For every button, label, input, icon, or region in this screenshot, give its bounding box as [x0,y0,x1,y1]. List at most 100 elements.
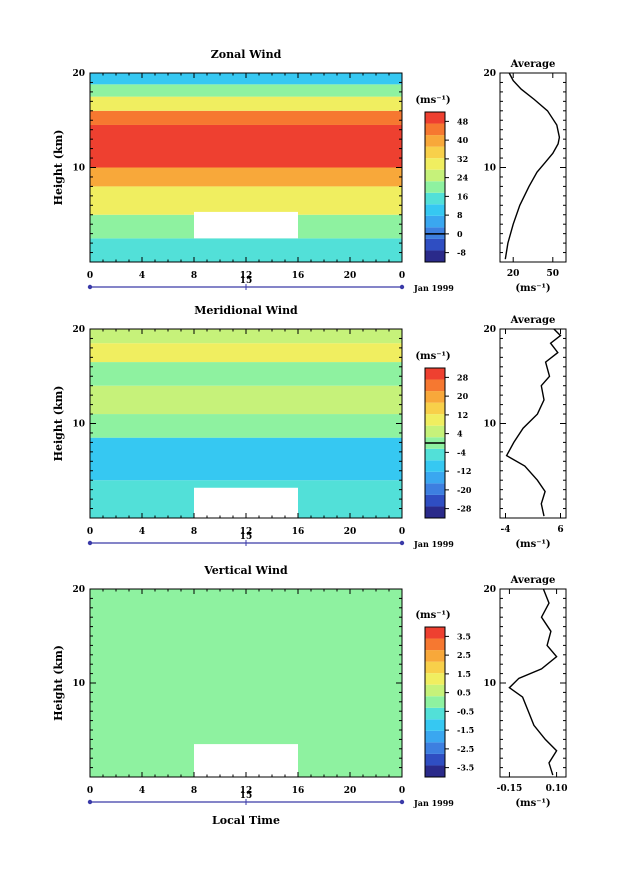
heatmap-band [90,343,402,363]
colorbar-swatch [425,379,445,392]
date-axis-start-marker [87,284,93,290]
x-tick-label: 0 [399,271,405,281]
date-axis-end-marker [399,799,405,805]
average-title: Average [510,59,556,70]
average-profile-line [505,328,562,517]
y-tick-label: 20 [72,325,85,335]
colorbar-swatch [425,730,445,743]
heatmap-band [90,96,402,111]
colorbar-swatch [425,471,445,484]
colorbar-tick-label: -20 [457,485,472,495]
average-y-tick-label: 20 [483,69,496,79]
average-title: Average [510,315,556,326]
average-x-axis-label: (ms⁻¹) [515,798,550,809]
date-day-label: 15 [240,276,253,286]
average-frame [499,328,567,519]
average-x-tick-label: -4 [501,525,511,535]
colorbar-swatch [425,135,445,147]
colorbar-tick-label: 32 [457,154,468,164]
missing-data-block [194,211,298,239]
date-axis-end-marker [399,540,405,546]
panel-title: Vertical Wind [203,564,288,577]
colorbar-swatch [425,684,445,697]
x-tick-label: 0 [399,527,405,537]
heatmap-band [90,110,402,125]
missing-data-block [194,487,298,518]
x-tick-label: 8 [191,271,197,281]
date-month-label: Jan 1999 [413,798,454,808]
average-y-tick-label: 10 [483,420,496,430]
colorbar-swatch [425,765,445,777]
colorbar-tick-label: -2.5 [457,744,474,754]
colorbar-tick-label: -8 [457,248,466,258]
colorbar-swatch [425,391,445,403]
average-y-tick-label: 10 [483,164,496,174]
colorbar-swatch [425,638,445,651]
colorbar-swatch [425,673,445,685]
average-x-tick-label: 0.10 [546,784,568,794]
colorbar-swatch [425,483,445,495]
colorbar-unit-label: (ms⁻¹) [415,610,450,621]
colorbar-tick-label: 28 [457,372,469,382]
panel-title: Meridional Wind [194,304,298,317]
colorbar-swatch [425,204,445,216]
average-y-tick-label: 10 [483,679,496,689]
colorbar-swatch [425,215,445,228]
x-tick-label: 12 [240,527,253,537]
colorbar-swatch [425,425,445,438]
x-tick-label: 4 [139,527,145,537]
colorbar-tick-label: -12 [457,466,471,476]
x-tick-label: 4 [139,271,145,281]
average-x-tick-label: 20 [507,269,520,279]
y-axis-label: Height (km) [52,386,65,462]
average-title: Average [510,575,556,586]
average-profile-line [508,588,558,776]
x-tick-label: 20 [344,271,357,281]
y-tick-label: 10 [72,679,85,689]
y-tick-label: 10 [72,420,85,430]
colorbar-swatch [425,402,445,415]
heatmap-band [90,329,402,344]
heatmap-band [90,84,402,97]
colorbar-unit-label: (ms⁻¹) [415,95,450,106]
colorbar-swatch [425,250,445,262]
date-axis-start-marker [87,799,93,805]
x-tick-label: 0 [399,786,405,796]
colorbar-tick-label: 1.5 [457,669,471,679]
heatmap-band [90,437,402,481]
colorbar-tick-label: 0 [457,229,463,239]
colorbar-tick-label: 40 [457,135,469,145]
x-tick-label: 8 [191,786,197,796]
y-tick-label: 20 [72,69,85,79]
heatmap-band [90,238,402,262]
colorbar-swatch [425,414,445,426]
heatmap-band [90,167,402,187]
x-tick-label: 12 [240,271,253,281]
colorbar-swatch [425,181,445,193]
colorbar-swatch [425,627,445,639]
x-tick-label: 16 [292,786,305,796]
colorbar-swatch [425,368,445,380]
colorbar-swatch [425,448,445,461]
colorbar-swatch [425,661,445,674]
x-tick-label: 16 [292,527,305,537]
colorbar-tick-label: 4 [457,429,463,439]
colorbar-tick-label: -0.5 [457,706,474,716]
colorbar-tick-label: 48 [457,116,469,126]
colorbar-frame [424,111,446,263]
y-axis-label: Height (km) [52,130,65,206]
colorbar-swatch [425,742,445,754]
colorbar-tick-label: -3.5 [457,763,474,773]
average-frame [499,588,567,778]
x-tick-label: 20 [344,527,357,537]
heatmap-band [90,385,402,415]
average-profile-line [504,72,561,260]
colorbar-tick-label: 16 [457,191,469,201]
date-day-label: 15 [240,791,253,801]
colorbar-swatch [425,696,445,708]
colorbar-swatch [425,719,445,731]
colorbar-tick-label: -4 [457,447,466,457]
heatmap-band [90,414,402,438]
colorbar-swatch [425,146,445,159]
